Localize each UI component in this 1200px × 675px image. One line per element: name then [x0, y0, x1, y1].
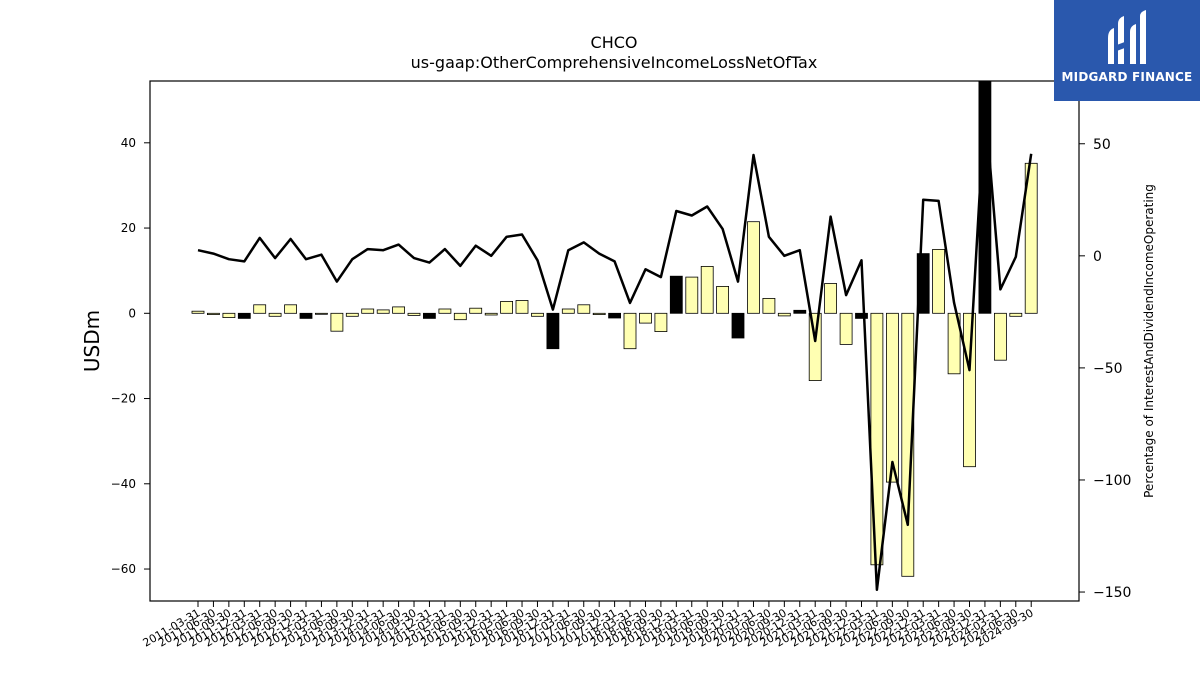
bar-2023-06-30 — [947, 312, 961, 375]
chart-subtitle: us-gaap:OtherComprehensiveIncomeLossNetO… — [411, 53, 818, 72]
line-layer — [197, 102, 1033, 592]
bar-2019-12-31 — [731, 312, 745, 339]
y-axis-left: 40 20 0 −20 −40 −60 — [111, 136, 150, 576]
bar-2018-06-30 — [639, 312, 652, 324]
bar-2017-06-30 — [577, 304, 591, 314]
bar-2024-09-30 — [1024, 162, 1038, 314]
midgard-logo-icon — [1108, 10, 1146, 64]
bar-2013-09-30 — [345, 312, 359, 317]
bar-2020-12-31 — [793, 309, 807, 314]
bar-2012-09-30 — [284, 304, 298, 314]
y-axis-left-label: USDm — [80, 310, 104, 372]
y-right-tick-label: 50 — [1093, 137, 1111, 153]
bar-2022-03-31 — [870, 312, 884, 566]
bar-2021-09-30 — [839, 312, 853, 345]
bar-2022-06-30 — [886, 312, 899, 483]
bar-2018-12-31 — [669, 275, 683, 314]
bar-2015-06-30 — [453, 312, 467, 321]
y-right-tick-label: −150 — [1093, 585, 1131, 601]
bar-2024-03-31 — [994, 312, 1007, 361]
y-right-tick-label: −100 — [1093, 473, 1131, 489]
bar-2016-09-30 — [531, 312, 544, 317]
y-left-tick-label: 20 — [121, 221, 136, 235]
bar-2011-09-30 — [222, 312, 236, 318]
x-axis: 2011-03-312011-06-302011-09-302011-12-31… — [141, 601, 1036, 650]
bar-2011-03-31 — [191, 310, 205, 314]
bar-2011-06-30 — [206, 312, 220, 315]
y-left-tick-label: −40 — [111, 477, 136, 491]
bar-2019-09-30 — [716, 285, 729, 314]
bar-2013-06-30 — [330, 312, 344, 332]
logo-text: MIDGARD FINANCE — [1061, 70, 1193, 84]
bar-2016-12-31 — [546, 312, 560, 350]
bar-2017-09-30 — [592, 312, 606, 315]
bar-2011-12-31 — [237, 312, 251, 319]
y-right-tick-label: 0 — [1093, 249, 1102, 265]
bar-2014-06-30 — [392, 306, 406, 314]
line-series — [197, 102, 1033, 592]
bar-2018-03-31 — [623, 312, 637, 350]
bar-2015-03-31 — [438, 308, 452, 314]
bar-2016-03-31 — [500, 300, 514, 314]
bar-2017-03-31 — [561, 308, 575, 314]
bar-2023-03-31 — [932, 248, 945, 314]
bar-2021-06-30 — [824, 283, 837, 314]
bar-2020-03-31 — [747, 221, 760, 314]
bar-2018-09-30 — [654, 312, 668, 332]
y-right-tick-label: −50 — [1093, 361, 1123, 377]
y-left-tick-label: −60 — [111, 562, 136, 576]
chart-title: CHCO — [591, 33, 638, 52]
bar-2012-03-31 — [253, 304, 267, 314]
bar-2014-09-30 — [407, 312, 421, 316]
bar-2017-12-31 — [608, 312, 621, 319]
bar-2023-09-30 — [963, 312, 976, 468]
bar-2020-09-30 — [777, 312, 791, 317]
bar-2014-03-31 — [376, 309, 390, 314]
bar-2013-12-31 — [361, 308, 375, 314]
bar-2013-03-31 — [314, 312, 328, 315]
bar-2016-06-30 — [515, 300, 529, 314]
y-axis-right-label: Percentage of InterestAndDividendIncomeO… — [1142, 184, 1156, 498]
bar-2015-12-31 — [484, 312, 498, 316]
y-axis-right: 50 0 −50 −100 −150 — [1079, 137, 1131, 601]
bar-2014-12-31 — [422, 312, 436, 319]
y-left-tick-label: 40 — [121, 136, 136, 150]
bar-2019-03-31 — [685, 276, 699, 314]
bar-2015-09-30 — [469, 307, 483, 314]
bar-2012-12-31 — [299, 312, 313, 319]
bar-2012-06-30 — [268, 312, 282, 317]
y-left-tick-label: −20 — [111, 392, 136, 406]
bar-2019-06-30 — [700, 265, 714, 314]
bar-2024-06-30 — [1009, 312, 1023, 317]
y-left-tick-label: 0 — [128, 306, 136, 320]
bars-layer — [191, 80, 1038, 577]
bar-2020-06-30 — [762, 297, 776, 314]
midgard-finance-logo: MIDGARD FINANCE — [1054, 0, 1200, 101]
plot-frame — [149, 80, 1080, 602]
bar-2021-12-31 — [855, 312, 868, 319]
